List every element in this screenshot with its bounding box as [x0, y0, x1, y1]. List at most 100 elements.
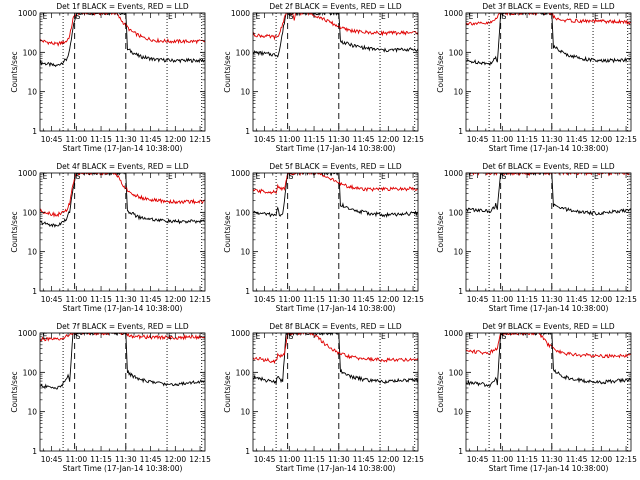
marker-label-s: S	[76, 12, 81, 21]
x-tick-label: 12:15	[402, 135, 424, 144]
x-tick-label: 11:15	[90, 135, 112, 144]
x-tick-label: 11:45	[566, 455, 588, 464]
marker-label-e: E	[381, 332, 386, 341]
x-tick-label: 10:45	[467, 455, 489, 464]
x-tick-label: 12:00	[377, 455, 399, 464]
lld-series-line	[253, 333, 418, 365]
lld-series-line	[40, 333, 205, 342]
x-tick-label: 12:15	[402, 455, 424, 464]
marker-label-e: E	[381, 172, 386, 181]
y-tick-label: 1	[32, 447, 37, 456]
plot-frame	[252, 12, 419, 132]
x-tick-label: 11:30	[541, 295, 563, 304]
marker-label-e: E	[256, 172, 261, 181]
x-tick-label: 11:15	[90, 455, 112, 464]
y-tick-label: 1000	[18, 329, 37, 338]
plot-title: Det 3f BLACK = Events, RED = LLD	[482, 2, 615, 11]
x-tick-label: 12:00	[377, 135, 399, 144]
marker-label-e: E	[469, 12, 474, 21]
marker-label-e: E	[381, 12, 386, 21]
lld-series-line	[253, 13, 418, 41]
x-tick-label: 11:45	[353, 455, 375, 464]
x-tick-label: 12:15	[615, 135, 637, 144]
panel-2: 1 10 100 1000 10:45 11:00 11:15 11:30 11:45 12:00…	[223, 2, 424, 153]
x-axis-label: Start Time (17-Jan-14 10:38:00)	[63, 464, 183, 473]
events-series-line	[40, 13, 205, 68]
panel-3: 1 10 100 1000 10:45 11:00 11:15 11:30 11:45 12:00…	[436, 2, 637, 153]
y-tick-label: 100	[23, 368, 38, 377]
marker-label-e: E	[43, 172, 48, 181]
x-tick-label: 12:15	[189, 295, 211, 304]
lld-series-line	[40, 13, 205, 47]
y-axis-label: Counts/sec	[10, 51, 19, 92]
marker-label-s: S	[289, 172, 294, 181]
y-axis-label: Counts/sec	[10, 211, 19, 252]
plot-frame	[39, 12, 206, 132]
marker-label-e: E	[469, 332, 474, 341]
x-tick-label: 11:30	[115, 295, 137, 304]
marker-label-s: S	[502, 332, 507, 341]
x-tick-label: 11:15	[516, 455, 538, 464]
x-tick-label: 12:00	[590, 135, 612, 144]
x-tick-label: 12:15	[615, 455, 637, 464]
plot-title: Det 7f BLACK = Events, RED = LLD	[56, 322, 189, 331]
y-axis-label: Counts/sec	[223, 211, 232, 252]
panel-7: 1 10 100 1000 10:45 11:00 11:15 11:30 11:45 12:00…	[10, 322, 211, 473]
x-tick-label: 11:45	[140, 455, 162, 464]
x-tick-label: 12:00	[590, 455, 612, 464]
x-tick-label: 12:15	[615, 295, 637, 304]
y-tick-label: 10	[27, 408, 37, 417]
events-series-line	[466, 333, 631, 388]
panel-6: 1 10 100 1000 10:45 11:00 11:15 11:30 11:45 12:00…	[436, 162, 637, 313]
plot-frame	[465, 172, 632, 292]
x-axis-label: Start Time (17-Jan-14 10:38:00)	[489, 144, 609, 153]
events-series-line	[40, 333, 205, 390]
y-tick-label: 1000	[444, 9, 463, 18]
x-tick-label: 11:30	[328, 135, 350, 144]
x-tick-label: 11:00	[278, 135, 300, 144]
y-tick-label: 100	[236, 48, 251, 57]
y-tick-label: 10	[240, 88, 250, 97]
plot-title: Det 1f BLACK = Events, RED = LLD	[56, 2, 189, 11]
plot-frame	[252, 332, 419, 452]
events-series-line	[466, 13, 631, 67]
x-tick-label: 11:30	[541, 135, 563, 144]
marker-label-e: E	[43, 332, 48, 341]
x-tick-label: 11:45	[140, 135, 162, 144]
y-tick-label: 10	[240, 408, 250, 417]
marker-label-s: S	[76, 332, 81, 341]
y-tick-label: 1000	[231, 9, 250, 18]
x-tick-label: 11:30	[115, 455, 137, 464]
x-axis-label: Start Time (17-Jan-14 10:38:00)	[276, 304, 396, 313]
x-tick-label: 11:45	[140, 295, 162, 304]
x-tick-label: 11:30	[328, 295, 350, 304]
x-tick-label: 11:30	[541, 455, 563, 464]
plot-title: Det 4f BLACK = Events, RED = LLD	[56, 162, 189, 171]
x-tick-label: 11:15	[90, 295, 112, 304]
y-tick-label: 10	[453, 408, 463, 417]
lld-series-line	[40, 173, 205, 218]
x-tick-label: 12:15	[402, 295, 424, 304]
panel-9: 1 10 100 1000 10:45 11:00 11:15 11:30 11:45 12:00…	[436, 322, 637, 473]
x-tick-label: 12:00	[164, 295, 186, 304]
marker-label-s: S	[289, 12, 294, 21]
y-tick-label: 100	[236, 208, 251, 217]
x-tick-label: 11:45	[566, 135, 588, 144]
x-tick-label: 11:45	[353, 295, 375, 304]
x-axis-label: Start Time (17-Jan-14 10:38:00)	[63, 144, 183, 153]
marker-label-e: E	[256, 332, 261, 341]
plot-frame	[465, 332, 632, 452]
y-axis-label: Counts/sec	[436, 371, 445, 412]
lld-series-line	[253, 173, 418, 195]
x-tick-label: 11:15	[516, 295, 538, 304]
y-tick-label: 1000	[231, 329, 250, 338]
lld-series-line	[466, 333, 631, 359]
y-tick-label: 1	[458, 447, 463, 456]
y-tick-label: 1	[458, 287, 463, 296]
x-tick-label: 12:00	[164, 135, 186, 144]
x-tick-label: 11:30	[328, 455, 350, 464]
x-tick-label: 10:45	[254, 135, 276, 144]
y-tick-label: 10	[240, 248, 250, 257]
plot-title: Det 6f BLACK = Events, RED = LLD	[482, 162, 615, 171]
